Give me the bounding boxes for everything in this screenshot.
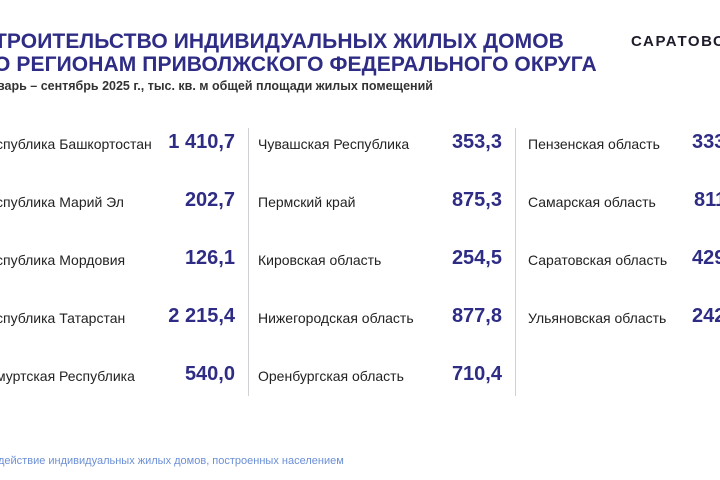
region-value: 875,3 [451, 189, 502, 211]
column-divider-1 [248, 128, 249, 396]
region-name: спублика Башкортостан [0, 136, 152, 152]
region-value: 202,7 [184, 189, 235, 211]
region-value: 1 410,7 [168, 131, 235, 153]
region-row: спублика Башкортостан 1 410,7 [0, 126, 235, 156]
region-value: 2 215,4 [168, 305, 235, 327]
region-name: Нижегородская область [258, 310, 414, 326]
footnote: действие индивидуальных жилых домов, пос… [0, 455, 344, 467]
region-row: Пермский край 875,3 [258, 184, 502, 214]
region-name: Ульяновская область [528, 310, 667, 326]
region-row: Ульяновская область 242 [528, 300, 720, 330]
region-value: 353,3 [451, 131, 502, 153]
page-subtitle: варь – сентябрь 2025 г., тыс. кв. м обще… [0, 79, 433, 93]
region-row: Саратовская область 429 [528, 242, 720, 272]
region-name: Чувашская Республика [258, 136, 410, 152]
region-value: 429 [692, 247, 720, 269]
region-name: муртская Республика [0, 368, 135, 384]
region-value: 877,8 [451, 305, 502, 327]
region-name: спублика Марий Эл [0, 194, 124, 210]
region-row: Самарская область 811 [528, 184, 720, 214]
region-row: спублика Татарстан 2 215,4 [0, 300, 235, 330]
brand-logo: САРАТОВС [631, 33, 720, 50]
page-title: ТРОИТЕЛЬСТВО ИНДИВИДУАЛЬНЫХ ЖИЛЫХ ДОМОВ … [0, 30, 597, 76]
region-value: 333 [692, 131, 720, 153]
region-name: Пермский край [258, 194, 356, 210]
region-name: Пензенская область [528, 136, 660, 152]
region-row: Оренбургская область 710,4 [258, 358, 502, 388]
region-value: 126,1 [184, 247, 235, 269]
region-row: Чувашская Республика 353,3 [258, 126, 502, 156]
region-name: Саратовская область [528, 252, 668, 268]
title-line-1: ТРОИТЕЛЬСТВО ИНДИВИДУАЛЬНЫХ ЖИЛЫХ ДОМОВ [0, 30, 564, 53]
region-row: спублика Марий Эл 202,7 [0, 184, 235, 214]
region-value: 710,4 [451, 363, 502, 385]
region-name: Оренбургская область [258, 368, 404, 384]
region-row: Пензенская область 333 [528, 126, 720, 156]
region-value: 811 [694, 189, 720, 211]
region-name: спублика Татарстан [0, 310, 126, 326]
title-line-2: О РЕГИОНАМ ПРИВОЛЖСКОГО ФЕДЕРАЛЬНОГО ОКР… [0, 53, 597, 76]
region-row: Нижегородская область 877,8 [258, 300, 502, 330]
region-name: спублика Мордовия [0, 252, 126, 268]
region-value: 540,0 [184, 363, 235, 385]
region-value: 254,5 [451, 247, 502, 269]
region-name: Самарская область [528, 194, 656, 210]
region-row: муртская Республика 540,0 [0, 358, 235, 388]
region-row: Кировская область 254,5 [258, 242, 502, 272]
column-divider-2 [515, 128, 516, 396]
region-row: спублика Мордовия 126,1 [0, 242, 235, 272]
region-value: 242 [692, 305, 720, 327]
region-name: Кировская область [258, 252, 382, 268]
